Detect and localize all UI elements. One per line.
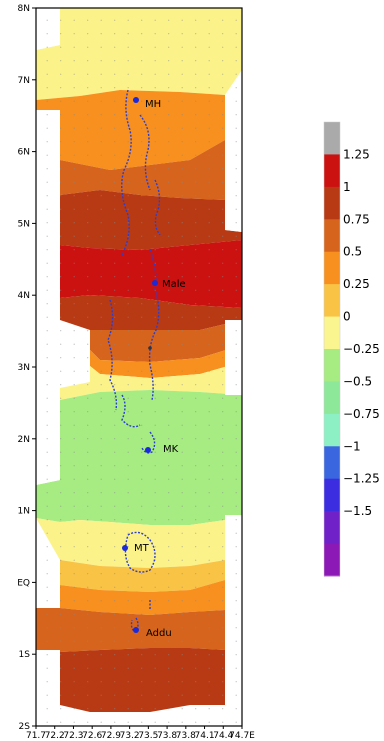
colorbar-swatch bbox=[324, 381, 340, 415]
grid-dots bbox=[36, 8, 242, 726]
colorbar-label: 0.5 bbox=[343, 245, 362, 259]
colorbar-label: 0.75 bbox=[343, 212, 370, 226]
lat-tick-label: 2N bbox=[18, 435, 30, 445]
colorbar-swatch bbox=[324, 284, 340, 318]
lon-tick-label: 72.6 bbox=[82, 731, 102, 741]
lon-tick-label: 71.7 bbox=[26, 731, 46, 741]
colorbar-swatch bbox=[324, 543, 340, 577]
place-male: Male bbox=[152, 279, 186, 290]
place-addu: Addu bbox=[133, 627, 172, 639]
lon-tick-label: 74.7E bbox=[229, 731, 255, 741]
lat-tick-label: 5N bbox=[18, 219, 30, 229]
lat-tick-label: 6N bbox=[18, 148, 30, 158]
place-label-male: Male bbox=[162, 279, 186, 290]
colorbar-swatch bbox=[324, 122, 340, 155]
place-marker-dot bbox=[145, 447, 151, 453]
lat-tick-label: 4N bbox=[18, 291, 30, 301]
lon-axis: 71.772.272.372.672.973.273.573.873.874.1… bbox=[26, 726, 255, 741]
colorbar-label: 0.25 bbox=[343, 277, 370, 291]
lat-tick-label: 8N bbox=[18, 4, 30, 14]
colorbar-label: −1 bbox=[343, 439, 361, 453]
place-markers: MH Male MK MT Addu bbox=[122, 97, 186, 639]
colorbar-swatch bbox=[324, 316, 340, 350]
colorbar-swatch bbox=[324, 413, 340, 447]
colorbar-swatch bbox=[324, 154, 340, 188]
colorbar-swatch bbox=[324, 349, 340, 382]
colorbar-swatch bbox=[324, 511, 340, 545]
place-mh: MH bbox=[133, 97, 161, 110]
lon-tick-label: 72.9 bbox=[101, 731, 121, 741]
lat-tick-label: EQ bbox=[17, 578, 30, 588]
colorbar-label: 1.25 bbox=[343, 147, 370, 161]
place-marker-dot bbox=[152, 280, 158, 286]
lat-tick-label: 1S bbox=[19, 650, 31, 660]
colorbar-label: 0 bbox=[343, 310, 351, 324]
place-marker-dot bbox=[133, 97, 139, 103]
colorbar-swatch bbox=[324, 186, 340, 220]
colorbar-swatch bbox=[324, 219, 340, 253]
lat-tick-label: 2S bbox=[19, 722, 31, 732]
colorbar-label: −0.75 bbox=[343, 407, 380, 421]
place-label-mt: MT bbox=[134, 543, 150, 554]
colorbar-label: −0.5 bbox=[343, 374, 372, 388]
colorbar-label: −1.5 bbox=[343, 504, 372, 518]
place-label-mk: MK bbox=[163, 444, 179, 455]
lon-tick-label: 72.3 bbox=[63, 731, 83, 741]
place-marker-dot bbox=[133, 627, 139, 633]
lon-tick-label: 72.2 bbox=[45, 731, 65, 741]
colorbar-frame bbox=[323, 121, 341, 577]
lon-tick-label: 73.8 bbox=[157, 731, 177, 741]
shaded-field bbox=[36, 8, 242, 726]
place-mt: MT bbox=[122, 543, 150, 554]
place-label-addu: Addu bbox=[146, 628, 172, 639]
colorbar-swatch bbox=[324, 251, 340, 285]
colorbar-label: −1.25 bbox=[343, 472, 380, 486]
colorbar-label: −0.25 bbox=[343, 342, 380, 356]
colorbar-swatch bbox=[324, 446, 340, 480]
colorbar-swatch bbox=[324, 478, 340, 512]
lat-tick-label: 7N bbox=[18, 76, 30, 86]
place-label-mh: MH bbox=[145, 99, 161, 110]
lon-tick-label: 73.2 bbox=[120, 731, 140, 741]
lat-tick-label: 3N bbox=[18, 363, 30, 373]
lat-tick-label: 1N bbox=[18, 507, 30, 517]
lat-axis: 8N 7N 6N 5N 4N 3N 2N 1N EQ 1S 2S bbox=[17, 4, 36, 732]
colorbar: 1.25 1 0.75 0.5 0.25 0 −0.25 −0.5 −0.75 −1 −1.25 −1… bbox=[323, 121, 380, 577]
small-marker bbox=[148, 346, 152, 350]
place-marker-dot bbox=[122, 545, 128, 551]
lon-tick-label: 74.1 bbox=[195, 731, 215, 741]
place-mk: MK bbox=[145, 444, 179, 455]
lon-tick-label: 73.5 bbox=[138, 731, 158, 741]
lon-tick-label: 73.8 bbox=[176, 731, 196, 741]
lon-tick-label: 74.4 bbox=[213, 731, 233, 741]
colorbar-label: 1 bbox=[343, 180, 351, 194]
